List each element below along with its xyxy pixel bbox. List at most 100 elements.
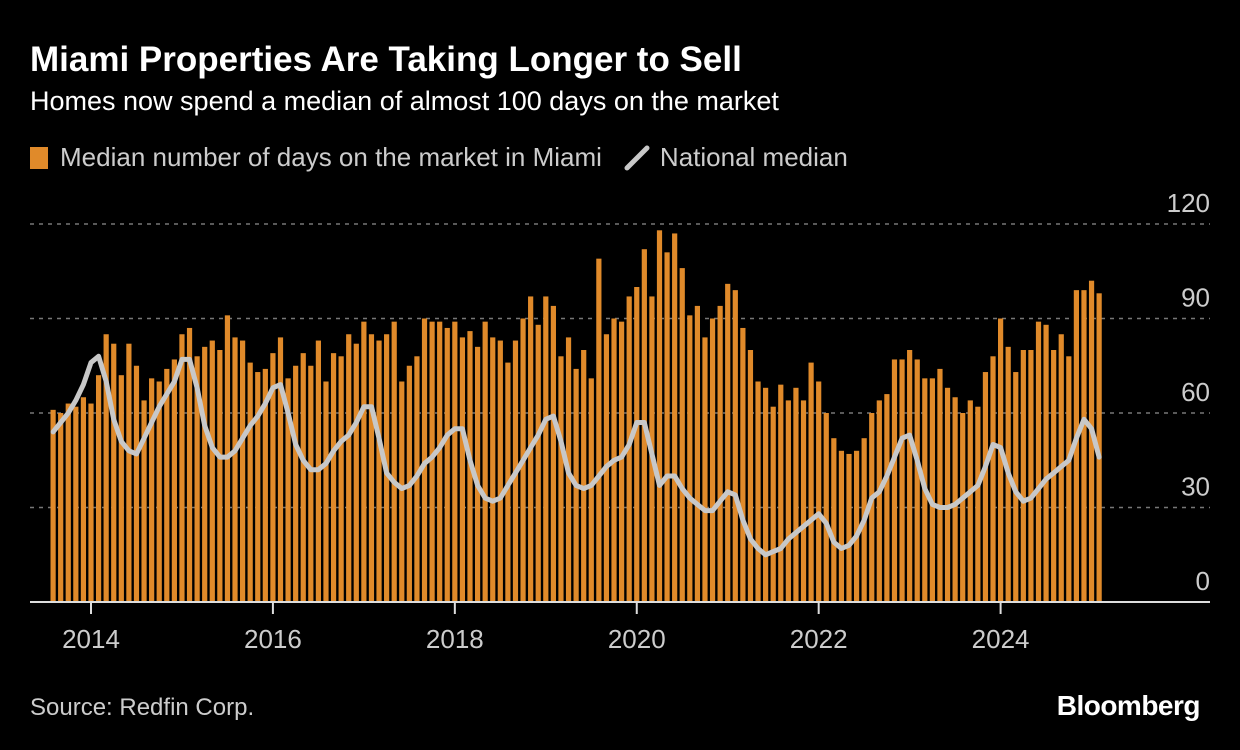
bar-miami xyxy=(793,387,799,602)
bar-miami xyxy=(1081,290,1087,602)
bar-miami xyxy=(179,334,185,602)
bar-miami xyxy=(338,356,344,602)
bar-miami xyxy=(133,365,140,602)
bar-miami xyxy=(770,406,776,602)
bar-miami xyxy=(816,381,822,602)
bar-miami xyxy=(490,337,496,602)
bar-miami xyxy=(717,305,723,602)
y-tick-label: 120 xyxy=(1167,188,1210,218)
bar-miami xyxy=(277,337,284,602)
bar-miami xyxy=(876,400,882,602)
chart-title: Miami Properties Are Taking Longer to Se… xyxy=(30,40,742,79)
bar-miami xyxy=(482,321,488,602)
bar-miami xyxy=(50,409,56,602)
bar-miami xyxy=(73,406,79,602)
bar-miami xyxy=(429,321,435,602)
bar-miami xyxy=(346,334,352,602)
bar-miami xyxy=(831,438,837,602)
bar-miami xyxy=(1028,350,1034,602)
bar-miami xyxy=(270,353,276,602)
bar-miami xyxy=(588,378,594,602)
source-note: Source: Redfin Corp. xyxy=(30,694,255,721)
bar-miami xyxy=(747,350,754,602)
bar-miami xyxy=(975,406,981,602)
bar-miami xyxy=(391,321,397,602)
bar-miami xyxy=(353,343,359,602)
bar-miami xyxy=(869,413,875,602)
bar-miami xyxy=(998,318,1004,602)
bar-miami xyxy=(687,315,693,602)
bar-miami xyxy=(308,365,314,602)
bar-miami xyxy=(846,453,852,602)
bar-miami xyxy=(164,368,170,602)
bar-miami xyxy=(232,337,238,602)
bar-miami xyxy=(990,356,996,602)
bar-miami xyxy=(111,343,117,602)
bar-miami xyxy=(755,381,761,602)
bar-miami xyxy=(740,327,746,602)
bar-miami xyxy=(452,321,458,602)
bar-miami xyxy=(709,318,716,602)
bar-miami xyxy=(217,350,223,602)
bar-miami xyxy=(240,340,246,602)
bar-miami xyxy=(694,305,700,602)
bar-miami xyxy=(1020,350,1026,602)
x-tick-label: 2014 xyxy=(62,624,120,654)
bar-miami xyxy=(543,296,549,602)
bar-miami xyxy=(361,321,367,602)
bar-miami xyxy=(1066,356,1072,602)
bar-miami xyxy=(368,334,375,602)
bar-miami xyxy=(497,340,503,602)
y-tick-label: 0 xyxy=(1196,566,1210,596)
bar-miami xyxy=(952,397,958,602)
bar-miami xyxy=(550,305,556,602)
bar-miami xyxy=(149,378,155,602)
legend-line-swatch xyxy=(624,145,650,170)
legend-bar-label: Median number of days on the market in M… xyxy=(60,142,602,172)
bar-miami xyxy=(619,321,625,602)
legend: Median number of days on the market in M… xyxy=(30,142,848,173)
bar-miami xyxy=(967,400,973,602)
bar-miami xyxy=(823,413,829,602)
bar-miami xyxy=(171,359,177,602)
bar-miami xyxy=(285,378,291,602)
bar-miami xyxy=(262,368,268,602)
bar-miami xyxy=(194,356,200,602)
bar-miami xyxy=(126,343,132,602)
bar-miami xyxy=(853,450,860,602)
bar-miami xyxy=(186,327,193,602)
bar-miami xyxy=(960,413,966,602)
bar-miami xyxy=(937,368,943,602)
bar-miami xyxy=(88,403,94,602)
x-tick-label: 2022 xyxy=(790,624,848,654)
x-tick-label: 2020 xyxy=(608,624,666,654)
bar-miami xyxy=(437,321,443,602)
bar-miami xyxy=(808,362,814,602)
bar-miami xyxy=(596,258,602,602)
bar-miami xyxy=(255,372,261,602)
y-tick-label: 30 xyxy=(1181,472,1210,502)
bar-miami xyxy=(80,397,87,602)
bar-miami xyxy=(535,324,541,602)
bar-miami xyxy=(581,350,587,602)
bar-miami xyxy=(891,359,898,602)
bar-miami xyxy=(202,346,208,602)
x-tick-label: 2024 xyxy=(972,624,1030,654)
bar-miami xyxy=(58,413,64,602)
bar-miami xyxy=(664,252,670,602)
bar-miami xyxy=(323,381,329,602)
bar-miami xyxy=(763,387,769,602)
bar-miami xyxy=(65,403,71,602)
chart-subtitle: Homes now spend a median of almost 100 d… xyxy=(30,86,779,116)
x-tick-label: 2016 xyxy=(244,624,302,654)
y-tick-label: 60 xyxy=(1181,377,1210,407)
national-median-line xyxy=(50,353,1102,558)
bar-miami xyxy=(1073,290,1079,602)
bar-miami xyxy=(103,334,109,602)
bar-miami xyxy=(899,359,905,602)
bar-miami xyxy=(785,400,791,602)
bar-miami xyxy=(156,381,162,602)
bar-miami xyxy=(929,378,935,602)
bar-miami xyxy=(679,268,685,602)
bar-miami xyxy=(672,233,678,602)
